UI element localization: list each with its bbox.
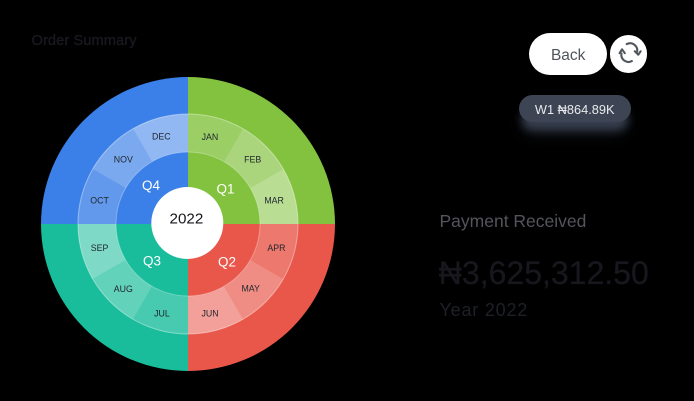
svg-text:DEC: DEC	[152, 131, 171, 141]
svg-text:NOV: NOV	[114, 155, 133, 165]
svg-text:OCT: OCT	[90, 196, 109, 206]
svg-text:SEP: SEP	[91, 243, 109, 253]
svg-text:MAY: MAY	[241, 283, 260, 293]
svg-text:APR: APR	[267, 243, 285, 253]
svg-text:JAN: JAN	[202, 132, 219, 142]
svg-text:MAR: MAR	[264, 196, 284, 206]
svg-text:Q3: Q3	[143, 254, 161, 269]
svg-text:JUL: JUL	[154, 309, 170, 319]
svg-text:JUN: JUN	[201, 309, 218, 319]
svg-text:AUG: AUG	[114, 284, 133, 294]
svg-text:Q2: Q2	[218, 254, 236, 269]
svg-text:Q4: Q4	[142, 178, 161, 193]
svg-text:Q1: Q1	[216, 181, 234, 196]
svg-text:FEB: FEB	[244, 155, 261, 165]
svg-text:2022: 2022	[170, 210, 204, 227]
